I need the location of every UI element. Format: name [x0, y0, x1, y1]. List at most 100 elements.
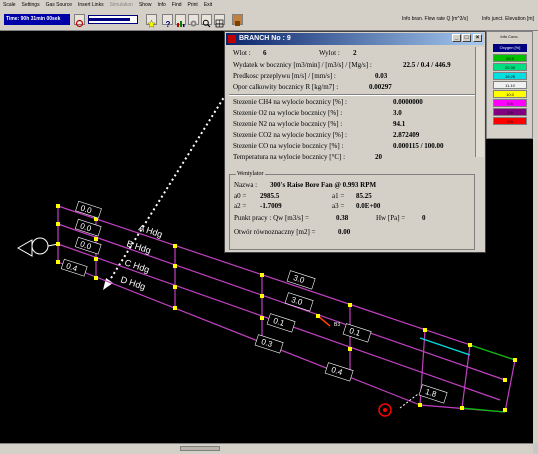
- fan-location-center: [383, 408, 387, 412]
- dialog-scrollbar[interactable]: [475, 47, 484, 157]
- grid-icon: [215, 19, 224, 28]
- separator: [229, 94, 475, 96]
- tools-button[interactable]: [232, 14, 243, 26]
- fresh-air-branch[interactable]: [469, 344, 516, 361]
- value-box-inner-7: 1.8: [418, 384, 448, 404]
- value-box-d: 0.4: [60, 258, 88, 277]
- svg-text:0.0: 0.0: [79, 221, 93, 233]
- ch4-value: 0.0000000: [393, 98, 423, 106]
- node[interactable]: [94, 237, 98, 241]
- network-map: A Hdg B Hdg C Hdg D Hdg 0.0 0.0 0.0 0.4: [16, 93, 517, 417]
- node[interactable]: [56, 260, 60, 264]
- resistance-label: Opor calkowity bocznicy R [kg/m7] :: [233, 83, 339, 91]
- dialog-title: BRANCH No : 9: [239, 35, 291, 42]
- svg-text:?: ?: [166, 20, 171, 28]
- co2-label: Stezenie CO2 na wylocie bocznicy [%] :: [233, 131, 347, 139]
- road-label-d: D Hdg: [119, 274, 146, 291]
- fan-location-icon[interactable]: [378, 403, 392, 417]
- menu-find[interactable]: Find: [171, 2, 182, 8]
- road-d-hdg[interactable]: [57, 261, 421, 406]
- legend-item: 20.9: [493, 54, 527, 62]
- a3-label: a3 =: [332, 202, 345, 210]
- time-slider[interactable]: [88, 15, 138, 24]
- value-box-inner-4: 0.3: [254, 334, 284, 354]
- info-button[interactable]: ?: [162, 14, 173, 29]
- node[interactable]: [94, 217, 98, 221]
- node[interactable]: [173, 306, 177, 310]
- road-b-hdg[interactable]: [57, 223, 506, 381]
- o2-label: Stezenie O2 na wylocie bocznicy [%] :: [233, 109, 343, 117]
- node[interactable]: [173, 264, 177, 268]
- node[interactable]: [460, 406, 464, 410]
- legend-item: 20.30: [493, 63, 527, 71]
- flow-value: 22.5 / 0.4 / 446.9: [403, 61, 451, 69]
- node[interactable]: [94, 257, 98, 261]
- tools-icon: [235, 21, 240, 26]
- maximize-button[interactable]: □: [462, 34, 471, 42]
- gear-icon: [190, 20, 197, 27]
- node[interactable]: [260, 273, 264, 277]
- record-button[interactable]: [74, 14, 85, 28]
- node[interactable]: [423, 328, 427, 332]
- value-box-inner-6: 0.4: [324, 362, 354, 382]
- node[interactable]: [173, 285, 177, 289]
- fan-group: Wentylator Nazwa : 300's Raise Bore Fan …: [229, 170, 475, 250]
- node[interactable]: [503, 378, 507, 382]
- node[interactable]: [468, 343, 472, 347]
- menu-scale[interactable]: Scale: [3, 2, 16, 8]
- menu-exit[interactable]: Exit: [203, 2, 213, 8]
- crosscut-7[interactable]: [461, 344, 471, 409]
- scrollbar-thumb[interactable]: [180, 446, 220, 451]
- horizontal-scrollbar[interactable]: [0, 443, 533, 454]
- value-box-a: 0.0: [75, 200, 102, 219]
- menu-settings[interactable]: Settings: [21, 2, 40, 8]
- fan-name-label: Nazwa :: [234, 181, 258, 189]
- node[interactable]: [348, 303, 352, 307]
- minimize-button[interactable]: _: [452, 34, 461, 42]
- menu-print[interactable]: Print: [187, 2, 198, 8]
- work-point-value: 0.38: [336, 214, 349, 222]
- menu-info[interactable]: Info: [157, 2, 166, 8]
- zoom-button[interactable]: [201, 14, 212, 28]
- node[interactable]: [260, 294, 264, 298]
- node[interactable]: [316, 314, 320, 318]
- legend-item: 19.25: [493, 72, 527, 80]
- menu-insert-links[interactable]: Insert Links: [78, 2, 104, 8]
- dialog-body: Wlot : 6 Wylot : 2 Wydatek w bocznicy [m…: [227, 47, 477, 252]
- a1-label: a1 =: [332, 192, 345, 200]
- node[interactable]: [513, 358, 517, 362]
- vertical-scrollbar[interactable]: [533, 31, 538, 443]
- svg-text:3.0: 3.0: [290, 295, 304, 307]
- node[interactable]: [260, 316, 264, 320]
- cyan-branch[interactable]: [419, 337, 471, 356]
- node[interactable]: [56, 204, 60, 208]
- chart-button[interactable]: [175, 14, 186, 27]
- menu-simulation[interactable]: Simulation: [109, 2, 133, 8]
- gear-button[interactable]: [188, 14, 199, 27]
- dotted-pointer-line: [107, 93, 227, 284]
- grid-button[interactable]: [214, 14, 225, 28]
- node-label: B3: [334, 322, 340, 328]
- node[interactable]: [418, 403, 422, 407]
- node[interactable]: [173, 244, 177, 248]
- menu-show[interactable]: Show: [138, 2, 152, 8]
- legend-item: 11.10: [493, 81, 527, 89]
- road-a-hdg[interactable]: [57, 205, 516, 361]
- legend-item: 10.0: [493, 90, 527, 98]
- node[interactable]: [503, 408, 507, 412]
- node[interactable]: [94, 276, 98, 280]
- crosscut-8[interactable]: [504, 359, 516, 413]
- question-icon: ?: [166, 20, 171, 29]
- node[interactable]: [56, 242, 60, 246]
- o2-value: 3.0: [393, 109, 402, 117]
- fresh-air-branch-2[interactable]: [461, 407, 506, 413]
- node[interactable]: [56, 222, 60, 226]
- menu-gas-source[interactable]: Gas Source: [45, 2, 72, 8]
- node[interactable]: [348, 347, 352, 351]
- close-button[interactable]: ×: [473, 34, 482, 42]
- outlet-label: Wylot :: [319, 49, 340, 57]
- star-button[interactable]: [146, 14, 157, 29]
- hw-label: Hw [Pa] =: [376, 214, 406, 222]
- dialog-titlebar[interactable]: BRANCH No : 9: [226, 33, 484, 45]
- roads: [57, 205, 516, 413]
